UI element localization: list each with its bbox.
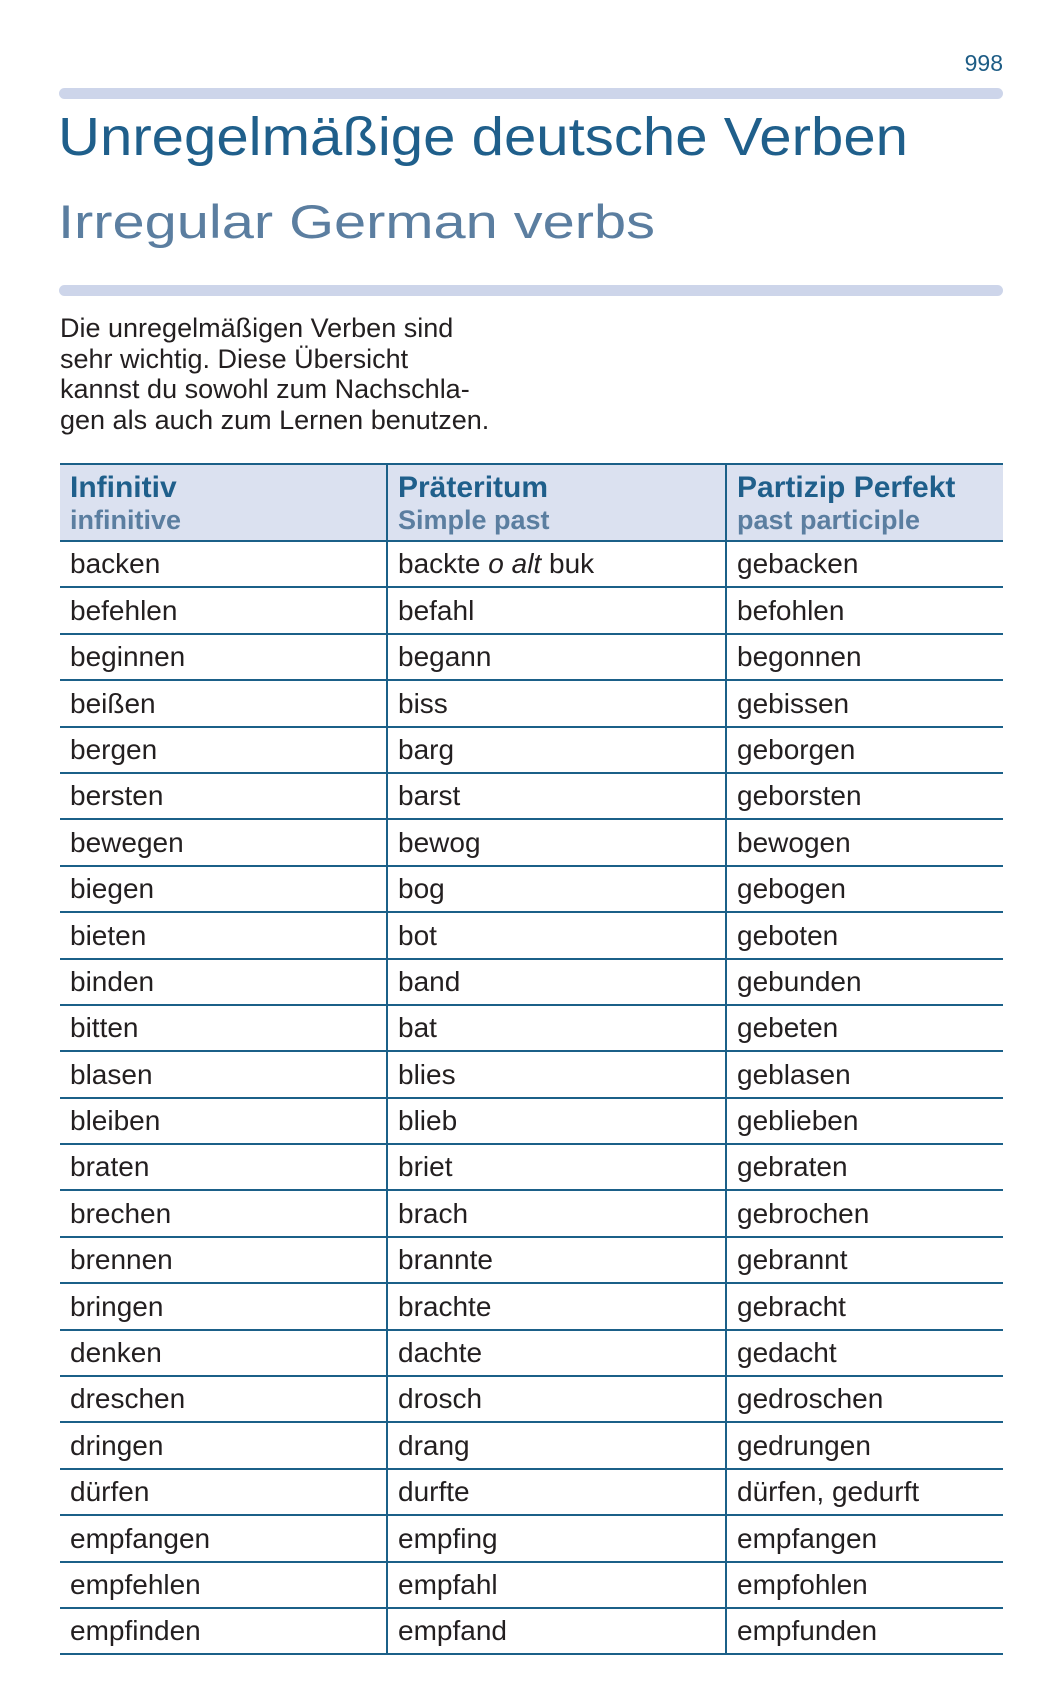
svg-text:Unregelmäßige deutsche Verben: Unregelmäßige deutsche Verben <box>58 107 908 167</box>
svg-text:Irregular German verbs: Irregular German verbs <box>58 195 655 248</box>
